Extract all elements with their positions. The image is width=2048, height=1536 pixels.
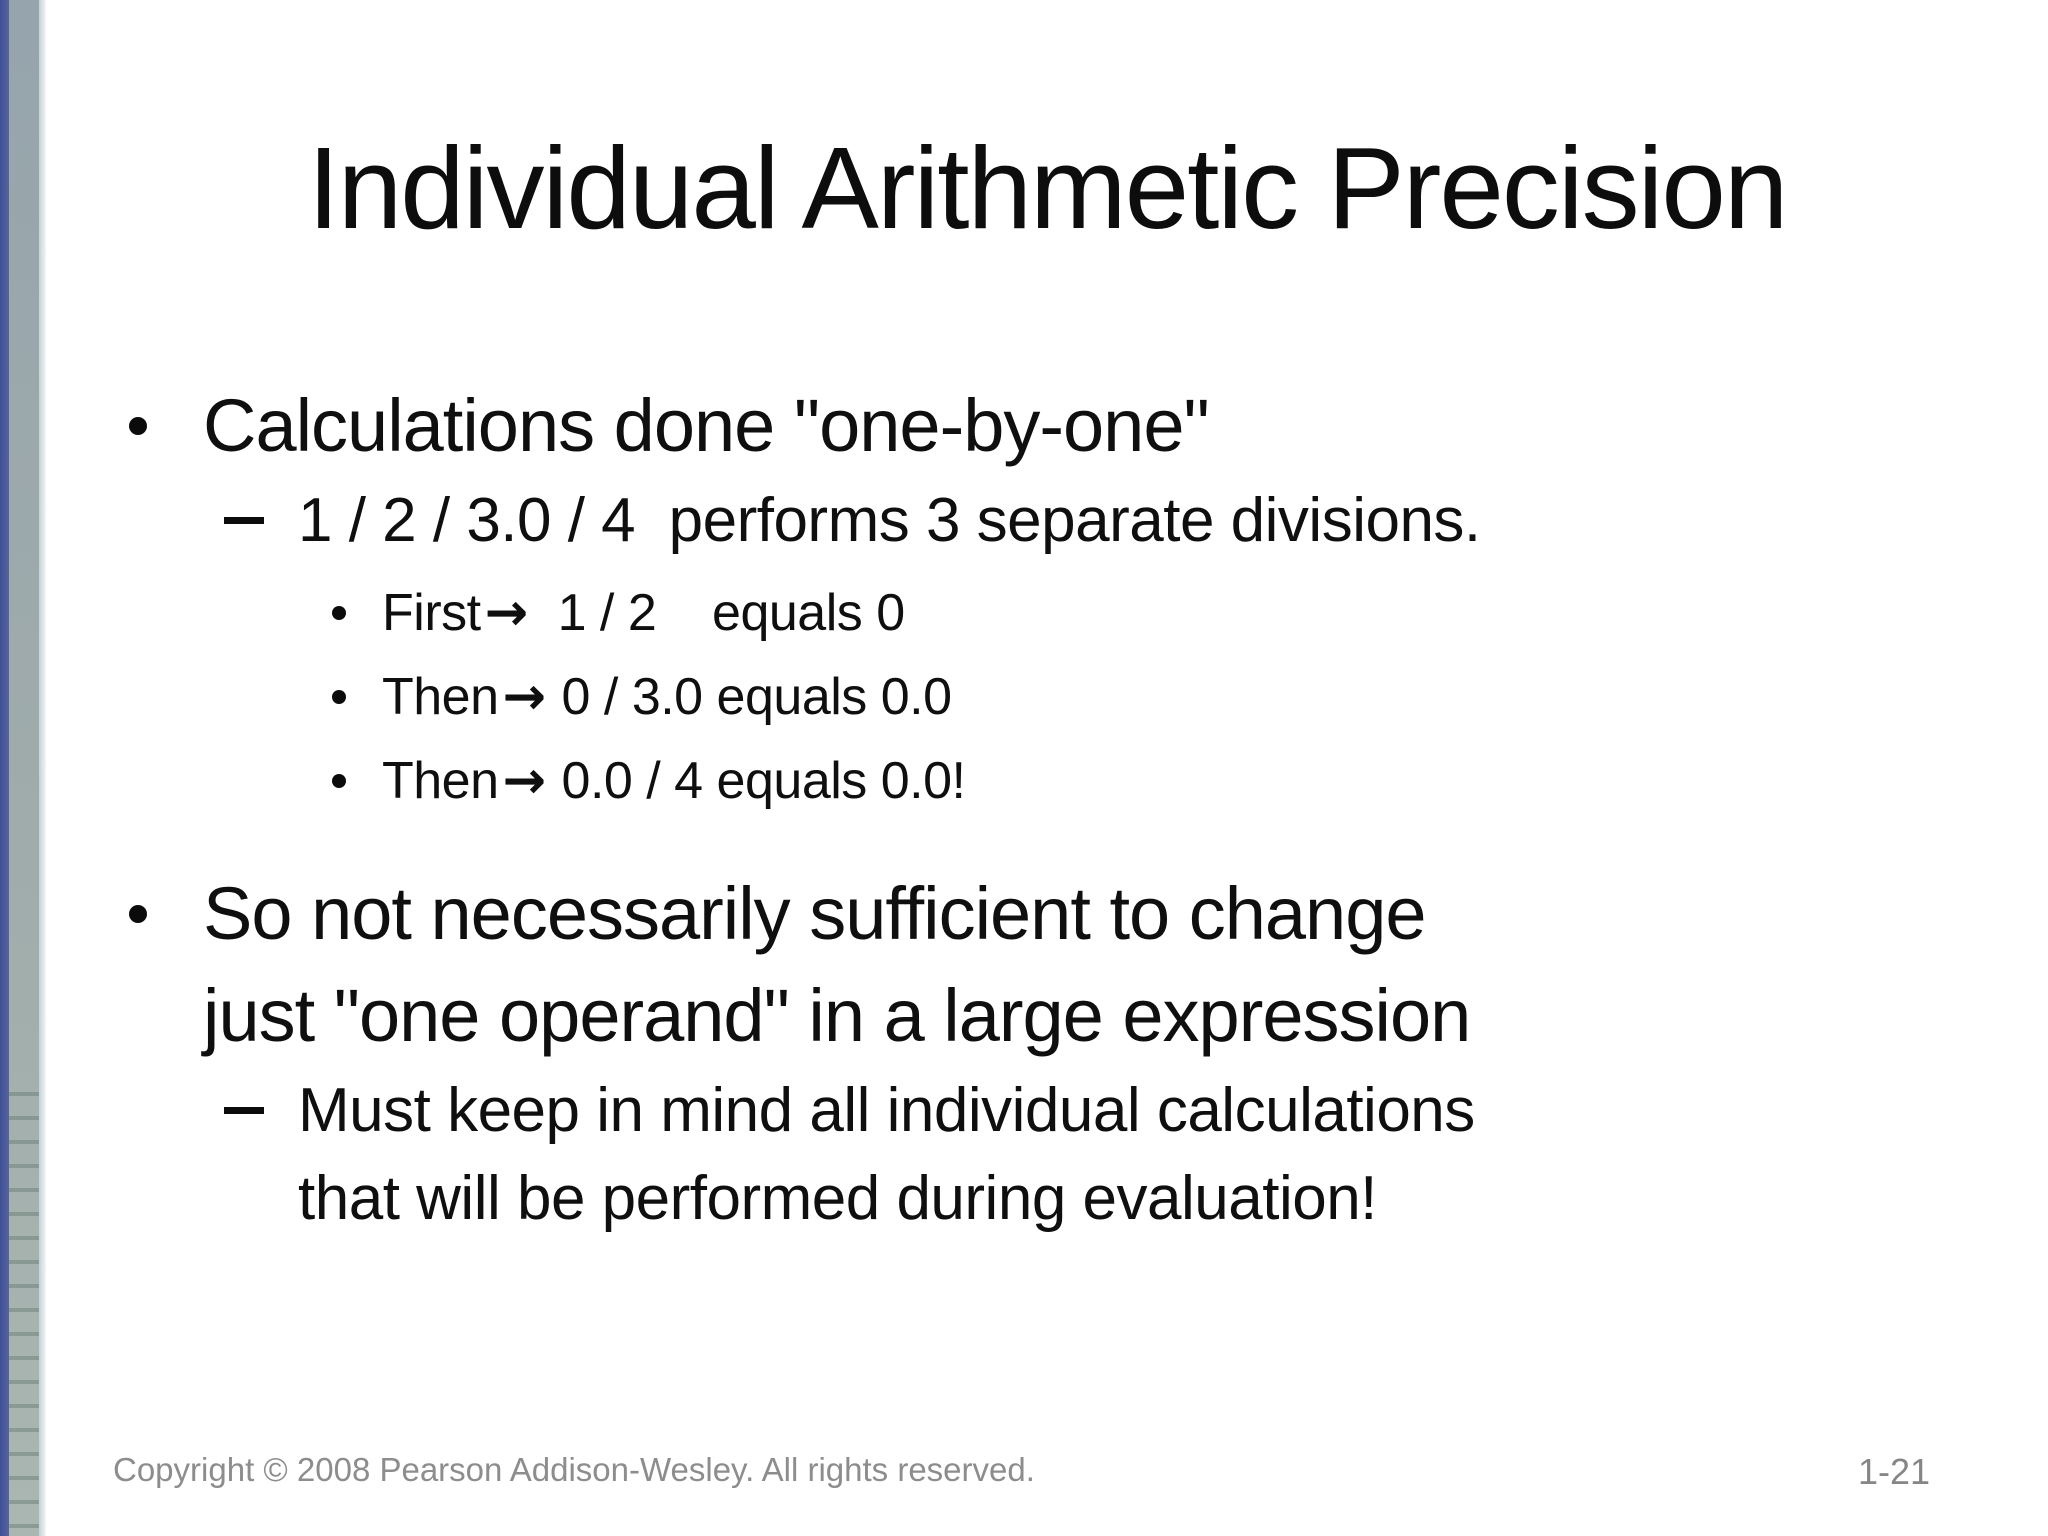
bullet-text: Then→ 0 / 3.0 equals 0.0 xyxy=(382,655,952,739)
bullet-item-level3: First→ 1 / 2 equals 0 xyxy=(0,571,2018,655)
slide-title: Individual Arithmetic Precision xyxy=(307,123,1789,253)
round-bullet-icon xyxy=(332,774,346,788)
bullet-item-level3: Then→ 0 / 3.0 equals 0.0 xyxy=(0,655,2018,739)
round-bullet-icon xyxy=(332,606,346,620)
step-result: 1 / 2 equals 0 xyxy=(529,584,906,642)
step-result: 0 / 3.0 equals 0.0 xyxy=(547,668,952,726)
dash-bullet-icon xyxy=(224,1107,264,1114)
sidebar-edge-highlight xyxy=(39,0,46,1536)
round-bullet-icon xyxy=(129,417,147,435)
slide-body: Calculations done "one-by-one" 1 / 2 / 3… xyxy=(0,375,2018,1243)
bullet-item-level2: 1 / 2 / 3.0 / 4 performs 3 separate divi… xyxy=(0,477,2018,565)
bullet-text: So not necessarily sufficient to change … xyxy=(203,872,1471,1057)
bullet-item-level2: Must keep in mind all individual calcula… xyxy=(0,1067,2018,1243)
right-arrow-icon: → xyxy=(502,667,547,727)
bullet-item-level3: Then→ 0.0 / 4 equals 0.0! xyxy=(0,739,2018,823)
bullet-item-level1: So not necessarily sufficient to change … xyxy=(0,863,2018,1067)
bullet-item-level1: Calculations done "one-by-one" xyxy=(0,375,2018,477)
sidebar-texture-band xyxy=(9,0,39,1536)
right-arrow-icon: → xyxy=(484,583,529,643)
step-label: Then xyxy=(382,752,499,810)
bullet-text: Must keep in mind all individual calcula… xyxy=(298,1076,1475,1233)
dash-bullet-icon xyxy=(224,517,264,524)
step-result: 0.0 / 4 equals 0.0! xyxy=(547,752,966,810)
bullet-text: Then→ 0.0 / 4 equals 0.0! xyxy=(382,739,966,823)
slide-footer: Copyright © 2008 Pearson Addison-Wesley.… xyxy=(0,1448,2048,1508)
bullet-text: 1 / 2 / 3.0 / 4 performs 3 separate divi… xyxy=(298,486,1481,555)
copyright-text: Copyright © 2008 Pearson Addison-Wesley.… xyxy=(113,1451,1035,1488)
bullet-text: First→ 1 / 2 equals 0 xyxy=(382,571,905,655)
step-label: Then xyxy=(382,668,499,726)
round-bullet-icon xyxy=(332,690,346,704)
right-arrow-icon: → xyxy=(502,751,547,811)
step-label: First xyxy=(382,584,481,642)
round-bullet-icon xyxy=(129,905,147,923)
sidebar-accent-bar xyxy=(0,0,9,1536)
bullet-text: Calculations done "one-by-one" xyxy=(203,384,1210,467)
page-number: 1-21 xyxy=(1857,1451,1930,1492)
